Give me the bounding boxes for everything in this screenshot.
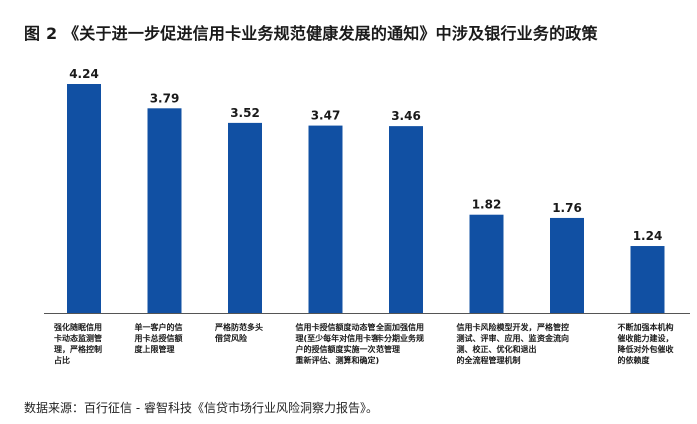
category-label-4: 全面加强信用卡分期业务规范管理 bbox=[375, 322, 424, 354]
value-label-6: 1.76 bbox=[552, 201, 582, 215]
category-label-7: 不断加强本机构催收能力建设，降低对外包催收的依赖度 bbox=[618, 322, 674, 365]
category-label-line: 借贷风险 bbox=[214, 333, 248, 343]
bar-6 bbox=[550, 217, 584, 313]
category-label-line: 严格防范多头 bbox=[214, 322, 263, 332]
category-label-line: 卡分期业务规 bbox=[376, 333, 424, 343]
category-label-0: 强化随眠信用卡动态监测管理，严格控制占比 bbox=[54, 322, 102, 365]
value-label-4: 3.46 bbox=[391, 109, 421, 123]
category-label-1: 单一客户的信用卡总授信额度上限管理 bbox=[134, 322, 183, 354]
category-label-line: 的依赖度 bbox=[618, 355, 651, 365]
value-label-5: 1.82 bbox=[472, 198, 502, 212]
category-label-line: 测、校正、优化和退出 bbox=[457, 344, 537, 354]
category-label-line: 降低对外包催收 bbox=[618, 344, 674, 354]
category-label-line: 户的授信额度实施一次 bbox=[296, 344, 376, 354]
category-label-line: 的全流程管理机制 bbox=[457, 355, 521, 365]
category-label-line: 信用卡授信额度动态管 bbox=[296, 322, 376, 332]
category-label-line: 理，严格控制 bbox=[54, 344, 102, 354]
category-label-line: 重新评估、测算和确定) bbox=[296, 355, 380, 365]
value-label-3: 3.47 bbox=[311, 109, 341, 123]
category-label-line: 信用卡风险模型开发， bbox=[457, 322, 537, 332]
category-label-line: 不断加强本机构 bbox=[618, 322, 674, 332]
bar-4 bbox=[389, 126, 423, 314]
category-label-2: 严格防范多头借贷风险 bbox=[214, 322, 263, 343]
bar-5 bbox=[469, 214, 504, 313]
category-label-line: 单一客户的信 bbox=[135, 322, 183, 332]
category-label-line: 催收能力建设， bbox=[618, 333, 674, 343]
value-label-0: 4.24 bbox=[69, 67, 99, 81]
bar-3 bbox=[308, 125, 343, 313]
category-label-line: 度上限管理 bbox=[135, 344, 175, 354]
category-label-5: 信用卡风险模型开发，测试、评审、应用、监测、校正、优化和退出的全流程管理机制 bbox=[457, 322, 537, 365]
bar-2 bbox=[228, 122, 262, 313]
category-label-line: 严格管控 bbox=[536, 322, 569, 332]
category-label-line: 测试、评审、应用、监 bbox=[457, 333, 537, 343]
source-note: 数据来源：百行征信 - 睿智科技《信贷市场行业风险洞察力报告》。 bbox=[24, 401, 378, 415]
bar-0 bbox=[67, 84, 101, 313]
category-label-line: 用卡总授信额 bbox=[134, 333, 183, 343]
category-label-line: 理(至少每年对信用卡客 bbox=[296, 333, 381, 343]
value-label-2: 3.52 bbox=[230, 106, 260, 120]
bar-7 bbox=[630, 246, 665, 313]
category-label-line: 卡动态监测管 bbox=[54, 333, 102, 343]
category-label-line: 占比 bbox=[54, 355, 70, 365]
category-label-6: 严格管控资金流向 bbox=[536, 322, 569, 343]
value-label-1: 3.79 bbox=[150, 91, 180, 105]
category-label-line: 全面加强信用 bbox=[375, 322, 424, 332]
value-label-7: 1.24 bbox=[633, 229, 663, 243]
chart-title: 图 2 《关于进一步促进信用卡业务规范健康发展的通知》中涉及银行业务的政策 bbox=[24, 24, 598, 43]
category-label-line: 范管理 bbox=[376, 344, 400, 354]
category-label-line: 资金流向 bbox=[537, 333, 569, 343]
category-label-3: 信用卡授信额度动态管理(至少每年对信用卡客户的授信额度实施一次重新评估、测算和确… bbox=[296, 322, 381, 365]
bar-1 bbox=[147, 108, 182, 313]
category-label-line: 强化随眠信用 bbox=[54, 322, 102, 332]
